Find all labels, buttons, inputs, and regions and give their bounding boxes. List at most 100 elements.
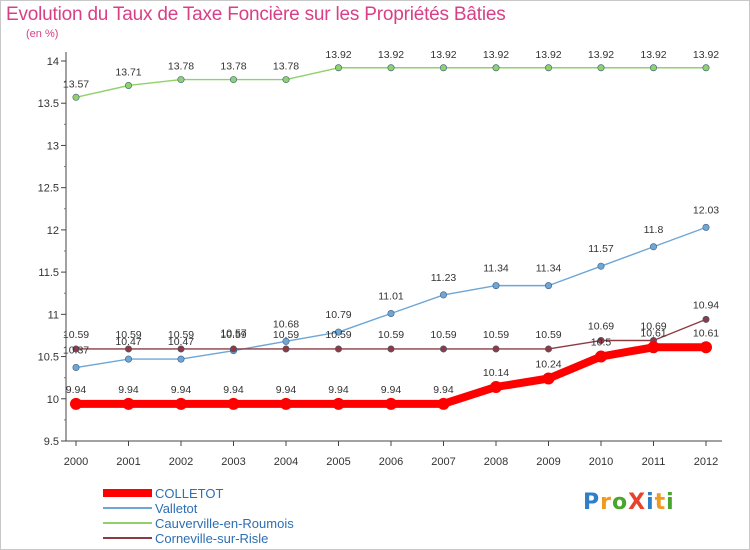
data-label: 9.94	[433, 384, 454, 396]
logo-letter: P	[583, 490, 601, 515]
data-label: 13.92	[483, 49, 509, 61]
data-point	[72, 345, 80, 353]
data-point	[544, 282, 552, 290]
x-tick-label: 2002	[169, 456, 193, 468]
legend-label: COLLETOT	[155, 486, 223, 501]
data-label: 10.59	[430, 329, 456, 341]
data-label: 11.57	[588, 243, 614, 255]
legend-label: Valletot	[155, 501, 198, 516]
data-point	[334, 64, 342, 72]
data-label: 10.59	[273, 329, 299, 341]
logo-letter: t	[654, 490, 667, 515]
data-point	[230, 76, 238, 84]
data-point	[702, 315, 710, 323]
data-label: 13.92	[430, 49, 456, 61]
data-point	[649, 64, 657, 72]
legend: COLLETOTValletotCauverville-en-RoumoisCo…	[103, 486, 294, 546]
data-label: 10.61	[640, 327, 666, 339]
x-tick-label: 2007	[431, 456, 455, 468]
logo-letter: r	[600, 490, 612, 515]
data-label: 10.5	[591, 337, 612, 349]
x-tick-label: 2001	[116, 456, 140, 468]
x-tick-label: 2011	[642, 456, 666, 468]
y-tick-label: 11.5	[38, 267, 59, 279]
data-point	[72, 364, 80, 372]
x-tick-label: 2000	[64, 456, 88, 468]
data-point	[282, 76, 290, 84]
x-tick-label: 2008	[484, 456, 508, 468]
axes: 9.5 10 10.5 11 11.5 12 12.5 13 13.5 14 2000 2001 200…	[38, 52, 722, 468]
data-point	[597, 262, 605, 270]
x-tick-label: 2009	[536, 456, 560, 468]
data-label: 11.34	[536, 263, 562, 275]
data-label: 11.8	[644, 224, 664, 236]
data-label: 13.92	[325, 49, 351, 61]
data-point	[700, 341, 712, 354]
y-tick-label: 10	[47, 394, 59, 406]
data-point	[387, 64, 395, 72]
data-point	[439, 291, 447, 299]
data-label: 10.24	[535, 359, 561, 371]
y-tick-label: 13	[47, 140, 59, 152]
legend-label: Corneville-sur-Risle	[155, 531, 268, 546]
data-point	[439, 345, 447, 353]
data-point	[125, 81, 133, 89]
data-label: 13.78	[220, 61, 246, 73]
data-label: 13.78	[273, 61, 299, 73]
logo-letter: i	[646, 490, 655, 515]
data-label: 13.78	[168, 61, 194, 73]
legend-label: Cauverville-en-Roumois	[155, 516, 294, 531]
data-point	[385, 397, 397, 410]
data-label: 9.94	[328, 384, 349, 396]
data-label: 10.59	[63, 329, 89, 341]
data-point	[597, 64, 605, 72]
data-label: 13.92	[588, 49, 614, 61]
data-point	[702, 223, 710, 231]
x-tick-label: 2006	[379, 456, 403, 468]
x-tick-label: 2010	[589, 456, 613, 468]
data-point	[332, 397, 345, 410]
data-label: 9.94	[276, 384, 297, 396]
data-point	[647, 341, 660, 354]
data-point	[227, 397, 240, 410]
data-label: 10.14	[483, 367, 509, 379]
data-label: 11.01	[378, 290, 404, 302]
data-point	[230, 345, 238, 353]
data-point	[702, 64, 710, 72]
data-label: 12.03	[693, 204, 719, 216]
data-point	[387, 309, 395, 317]
data-label: 10.61	[693, 327, 719, 339]
data-point	[387, 345, 395, 353]
data-point	[649, 243, 657, 251]
data-point	[70, 397, 82, 410]
data-label: 9.94	[118, 384, 139, 396]
data-point	[177, 355, 185, 363]
x-tick-label: 2012	[694, 456, 718, 468]
data-label: 10.94	[693, 299, 719, 311]
data-label: 9.94	[381, 384, 402, 396]
data-label: 13.92	[693, 49, 719, 61]
data-label: 10.69	[588, 321, 614, 333]
data-point	[437, 397, 450, 410]
unit-label: (en %)	[26, 28, 59, 40]
x-tick-label: 2003	[221, 456, 245, 468]
data-label: 10.59	[325, 329, 351, 341]
data-label: 11.23	[431, 272, 457, 284]
data-label: 13.92	[378, 49, 404, 61]
data-label: 10.59	[115, 329, 141, 341]
data-point	[595, 350, 607, 363]
data-label: 11.34	[483, 263, 509, 275]
data-label: 9.94	[66, 384, 87, 396]
data-point	[177, 345, 185, 353]
data-point	[282, 345, 290, 353]
data-label: 10.37	[63, 345, 89, 357]
data-label: 9.94	[223, 384, 244, 396]
chart-title: Evolution du Taux de Taxe Foncière sur l…	[6, 4, 506, 25]
data-point	[490, 380, 502, 393]
data-point	[282, 337, 290, 345]
data-label: 10.47	[115, 336, 141, 348]
data-label: 13.71	[115, 66, 141, 78]
data-point	[175, 397, 187, 410]
y-tick-label: 9.5	[44, 436, 59, 448]
